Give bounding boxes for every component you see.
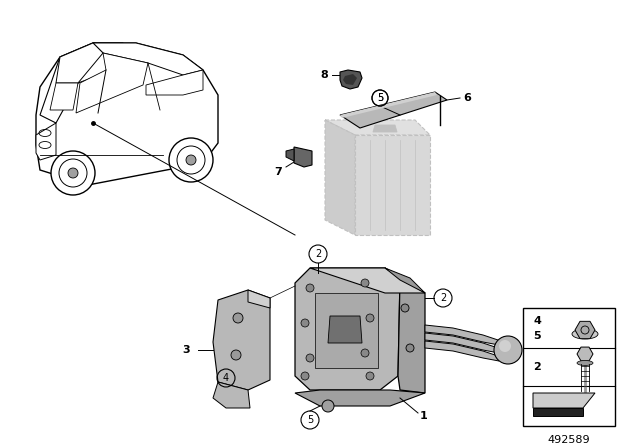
Polygon shape [40, 43, 123, 123]
Circle shape [361, 279, 369, 287]
Polygon shape [340, 70, 362, 89]
Circle shape [306, 284, 314, 292]
Polygon shape [328, 316, 362, 343]
Ellipse shape [572, 329, 598, 339]
Text: 4: 4 [533, 316, 541, 326]
Circle shape [401, 304, 409, 312]
Polygon shape [50, 83, 78, 110]
Text: 1: 1 [420, 411, 428, 421]
Circle shape [494, 336, 522, 364]
Polygon shape [325, 120, 355, 235]
Bar [523, 308, 615, 426]
Circle shape [186, 155, 196, 165]
Polygon shape [425, 333, 499, 353]
Polygon shape [310, 268, 425, 293]
Polygon shape [373, 125, 397, 132]
Ellipse shape [577, 361, 593, 366]
Text: 2: 2 [533, 362, 541, 372]
Polygon shape [355, 135, 430, 235]
Circle shape [68, 168, 78, 178]
Polygon shape [325, 120, 430, 135]
Circle shape [366, 372, 374, 380]
Polygon shape [385, 268, 425, 293]
Polygon shape [340, 92, 437, 118]
Circle shape [306, 354, 314, 362]
Circle shape [51, 151, 95, 195]
Text: 2: 2 [315, 249, 321, 259]
Polygon shape [575, 321, 595, 339]
Circle shape [231, 350, 241, 360]
Polygon shape [315, 293, 378, 368]
Text: 3: 3 [182, 345, 190, 355]
Text: 492589: 492589 [548, 435, 590, 445]
Polygon shape [385, 268, 425, 393]
Text: 5: 5 [377, 93, 383, 103]
Text: 2: 2 [440, 293, 446, 303]
Circle shape [499, 340, 511, 352]
Circle shape [366, 314, 374, 322]
Text: 5: 5 [377, 93, 383, 103]
Circle shape [334, 324, 342, 332]
Polygon shape [36, 123, 56, 160]
Polygon shape [295, 390, 425, 406]
Polygon shape [295, 268, 400, 390]
Circle shape [301, 372, 309, 380]
Polygon shape [36, 43, 218, 185]
Circle shape [233, 313, 243, 323]
Polygon shape [213, 290, 270, 390]
Circle shape [169, 138, 213, 182]
Polygon shape [248, 290, 270, 308]
Polygon shape [294, 147, 312, 167]
Text: 6: 6 [463, 93, 471, 103]
Text: 5: 5 [533, 331, 541, 341]
Polygon shape [425, 341, 499, 361]
Circle shape [406, 344, 414, 352]
Polygon shape [286, 149, 294, 161]
Polygon shape [340, 92, 447, 128]
Polygon shape [93, 43, 203, 75]
Polygon shape [533, 393, 595, 408]
Polygon shape [343, 74, 357, 85]
Polygon shape [56, 43, 103, 83]
Text: 8: 8 [320, 70, 328, 80]
Circle shape [361, 349, 369, 357]
Polygon shape [213, 382, 250, 408]
Circle shape [301, 319, 309, 327]
Polygon shape [146, 70, 203, 95]
Polygon shape [76, 53, 148, 113]
Text: 7: 7 [274, 167, 282, 177]
Polygon shape [425, 325, 499, 345]
Polygon shape [533, 408, 583, 416]
Circle shape [322, 400, 334, 412]
Text: 5: 5 [307, 415, 313, 425]
Polygon shape [577, 347, 593, 361]
Text: 4: 4 [223, 373, 229, 383]
